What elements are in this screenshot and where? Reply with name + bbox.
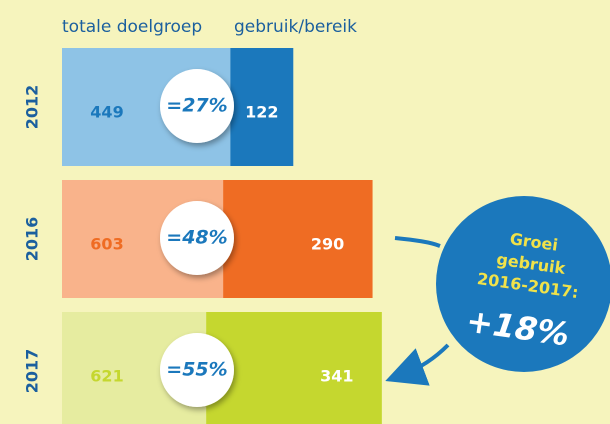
legend-label: totale doelgroep bbox=[62, 17, 202, 37]
total-label: 621 bbox=[90, 367, 123, 386]
year-label: 2016 bbox=[23, 217, 42, 262]
usage-bar bbox=[223, 180, 373, 298]
usage-label: 122 bbox=[245, 103, 278, 122]
share-circle bbox=[160, 201, 234, 275]
year-label: 2017 bbox=[23, 349, 42, 394]
growth-circle bbox=[436, 196, 610, 372]
share-circle bbox=[160, 333, 234, 407]
share-circle bbox=[160, 69, 234, 143]
arrow bbox=[385, 343, 450, 386]
total-label: 449 bbox=[90, 103, 123, 122]
share-label: =55% bbox=[166, 359, 227, 381]
share-label: =48% bbox=[166, 227, 227, 249]
year-label: 2012 bbox=[23, 85, 42, 130]
share-label: =27% bbox=[166, 95, 227, 117]
usage-bar bbox=[230, 48, 294, 166]
usage-label: 290 bbox=[311, 235, 344, 254]
usage-bar bbox=[206, 312, 382, 424]
usage-label: 341 bbox=[320, 367, 353, 386]
legend-label: gebruik/bereik bbox=[234, 17, 357, 37]
connector bbox=[394, 236, 441, 248]
bars: 2012 449 122 =27% 2016 603 290 =48% 2017 621 341 =5… bbox=[23, 48, 382, 424]
total-label: 603 bbox=[90, 235, 123, 254]
